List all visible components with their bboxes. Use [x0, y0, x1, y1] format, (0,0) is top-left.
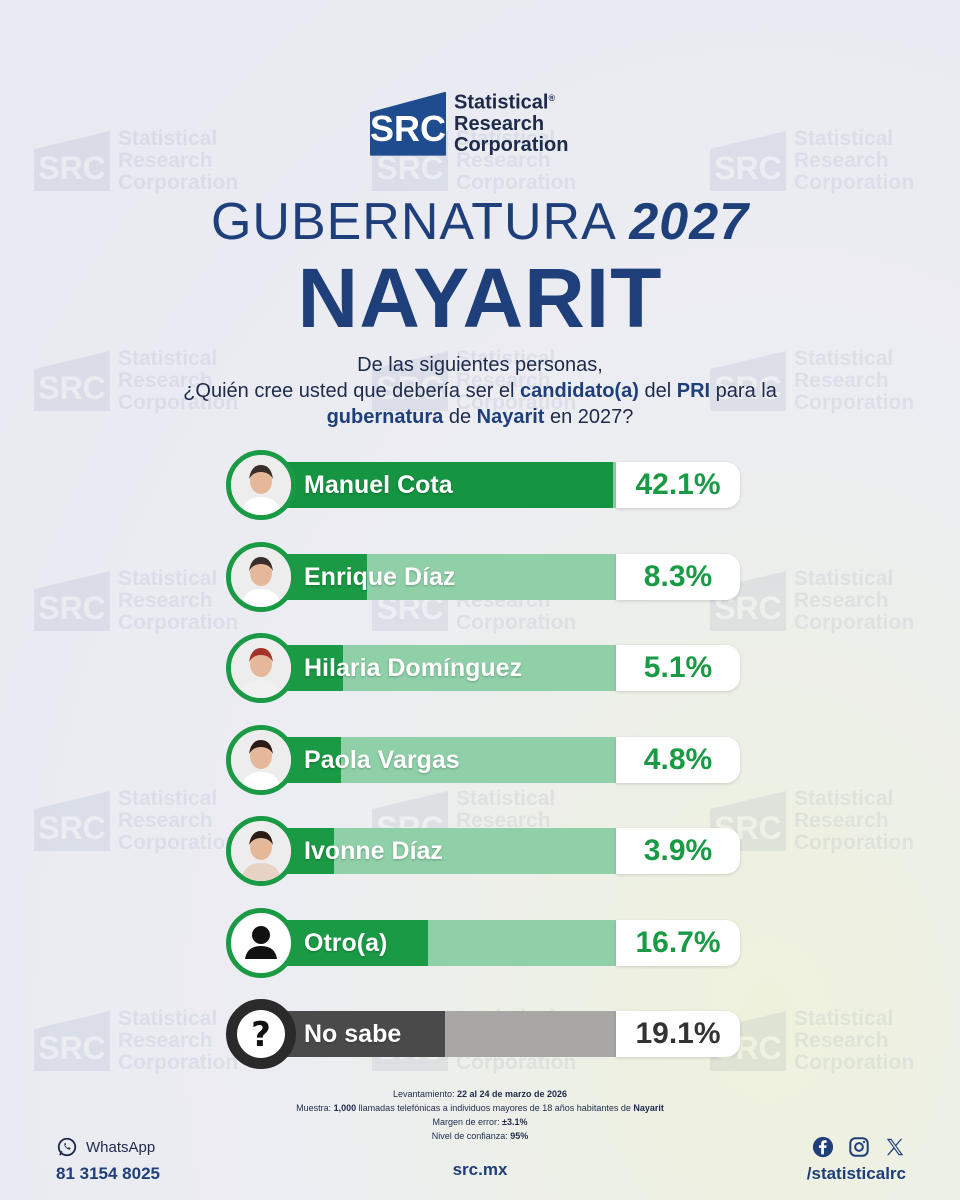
q-bold-pri: PRI — [676, 380, 711, 402]
bar-value-label: 42.1% — [616, 462, 740, 508]
page-title: GUBERNATURA 2027 — [0, 192, 960, 252]
state-title: NAYARIT — [297, 251, 663, 345]
q-text-de: de — [443, 406, 477, 428]
bar-value-label: 8.3% — [616, 553, 740, 600]
social-handle[interactable]: /statisticalrc — [806, 1164, 906, 1183]
bar-value-label: 5.1% — [616, 645, 740, 691]
svg-text:?: ? — [251, 1015, 271, 1055]
q-text-c: del — [638, 380, 677, 402]
candidate-photo — [226, 816, 296, 886]
bar-category-label: No sabe — [304, 1020, 402, 1048]
social-links: /statisticalrc — [807, 1136, 906, 1184]
bar-category-label: Ivonne Díaz — [304, 837, 443, 865]
muestra-label: Muestra: — [296, 1103, 334, 1113]
fieldwork-dates: Levantamiento: 22 al 24 de marzo de 2026 — [0, 1087, 960, 1101]
question-line3: gubernatura de Nayarit en 2027? — [80, 404, 880, 430]
bar-category-label: Enrique Díaz — [304, 562, 456, 591]
nivel-label: Nivel de confianza: — [431, 1131, 511, 1141]
bar-category-label: Hilaria Domínguez — [304, 654, 523, 682]
bar-row: Paola Vargas 4.8% — [226, 724, 740, 795]
logo-line2: Research — [454, 112, 545, 135]
bar-row: Hilaria Domínguez 5.1% — [226, 633, 740, 703]
bar-value-label: 3.9% — [616, 828, 740, 874]
lev-label: Levantamiento: — [392, 1089, 457, 1099]
muestra-text: llamadas telefónicas a individuos mayore… — [356, 1103, 634, 1113]
candidate-photo — [226, 633, 296, 703]
logo-line1: Statistical — [454, 91, 549, 114]
q-bold-gubernatura: gubernatura — [326, 406, 444, 428]
nivel-value: 95% — [510, 1131, 529, 1141]
candidate-photo — [226, 541, 296, 612]
logo-mark: SRC — [370, 91, 446, 156]
margen-label: Margen de error: — [432, 1117, 503, 1127]
logo-text: Statistical® Research Corporation — [454, 88, 568, 156]
x-icon[interactable] — [884, 1136, 906, 1158]
question-mark-icon: ? — [226, 999, 296, 1069]
sample-info: Muestra: 1,000 llamadas telefónicas a in… — [0, 1101, 960, 1115]
margen-value: ±3.1% — [502, 1117, 528, 1127]
candidate-photo — [226, 450, 296, 520]
whatsapp-contact[interactable]: WhatsApp 81 3154 8025 — [56, 1136, 160, 1184]
logo-line3: Corporation — [454, 133, 569, 156]
survey-question: De las siguientes personas, ¿Quién cree … — [80, 352, 880, 430]
bar-track — [266, 828, 616, 874]
bar-row: No sabe 19.1%? — [226, 999, 740, 1069]
whatsapp-label: WhatsApp — [86, 1138, 156, 1156]
bar-category-label: Otro(a) — [304, 928, 388, 957]
bar-value-label: 4.8% — [616, 736, 740, 783]
bar-value-label: 19.1% — [616, 1011, 740, 1057]
muestra-state: Nayarit — [633, 1103, 664, 1113]
whatsapp-icon — [57, 1137, 77, 1157]
q-bold-nayarit: Nayarit — [476, 406, 545, 428]
logo-reg: ® — [548, 93, 556, 103]
whatsapp-number: 81 3154 8025 — [56, 1164, 160, 1183]
bar-value-label: 16.7% — [616, 919, 740, 966]
person-icon — [226, 907, 296, 978]
website-link[interactable]: src.mx — [452, 1160, 508, 1179]
q-bold-candidato: candidato(a) — [520, 380, 639, 402]
bar-track — [266, 462, 616, 508]
q-text-a: ¿Quién cree usted que debería ser el — [183, 380, 521, 402]
bar-track — [266, 1011, 616, 1057]
candidate-photo — [226, 724, 296, 795]
muestra-value: 1,000 — [333, 1103, 357, 1113]
bar-track — [266, 645, 616, 691]
question-line2: ¿Quién cree usted que debería ser el can… — [80, 378, 880, 404]
bar-row: Ivonne Díaz 3.9% — [226, 816, 740, 886]
q-text-e: para la — [710, 380, 777, 402]
facebook-icon[interactable] — [812, 1136, 834, 1158]
bar-category-label: Paola Vargas — [304, 745, 460, 774]
bar-row: Manuel Cota 42.1% — [226, 450, 740, 520]
title-year: 2027 — [629, 193, 750, 251]
bar-track — [266, 736, 616, 783]
lev-value: 22 al 24 de marzo de 2026 — [456, 1089, 568, 1099]
bar-category-label: Manuel Cota — [304, 471, 453, 499]
q-text-end: en 2027? — [544, 406, 634, 428]
bar-fill — [266, 462, 613, 508]
instagram-icon[interactable] — [848, 1136, 870, 1158]
confidence-level: Nivel de confianza: 95% — [0, 1129, 960, 1143]
bar-row: Otro(a) 16.7% — [226, 907, 740, 978]
margin-of-error: Margen de error: ±3.1% — [0, 1115, 960, 1129]
bar-row: Enrique Díaz 8.3% — [226, 541, 740, 612]
methodology-note: Levantamiento: 22 al 24 de marzo de 2026… — [0, 1087, 960, 1143]
title-light: GUBERNATURA — [210, 193, 614, 251]
src-logo: SRC Statistical® Research Corporation — [370, 88, 568, 156]
question-line1: De las siguientes personas, — [357, 354, 603, 376]
